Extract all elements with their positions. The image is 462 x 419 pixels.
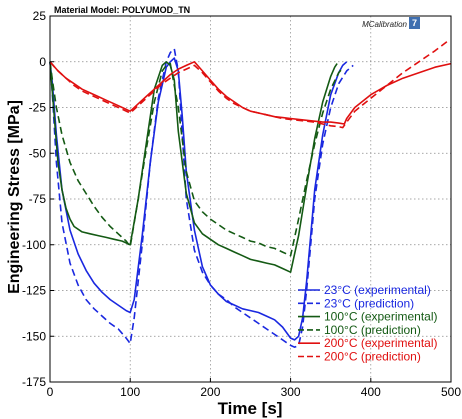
series-line-5 (49, 61, 452, 125)
legend: 23°C (experimental)23°C (prediction)100°… (298, 283, 438, 364)
y-tick-label: -125 (22, 284, 46, 298)
legend-label: 200°C (prediction) (324, 350, 421, 364)
x-tick-label: 200 (200, 385, 220, 399)
brand-mark-glyph: 7 (412, 18, 417, 28)
x-axis-label: Time [s] (218, 399, 283, 418)
y-axis-label: Engineering Stress [MPa] (6, 100, 23, 294)
x-tick-label: 0 (47, 385, 54, 399)
legend-label: 23°C (experimental) (324, 283, 431, 297)
legend-label: 100°C (prediction) (324, 323, 421, 337)
brand-mark-box (409, 17, 420, 29)
ticks: 0 100 200 300 400 500 25 0 -25 -50 -75 -100 -125 -150… (22, 9, 461, 399)
x-tick-label: 400 (361, 385, 381, 399)
chart-title: Material Model: POLYUMOD_TN (54, 5, 190, 15)
y-tick-label: 25 (33, 9, 47, 23)
series-group (49, 40, 452, 348)
series-line-3 (49, 61, 338, 273)
y-tick-label: 0 (39, 55, 46, 69)
legend-label: 23°C (prediction) (324, 296, 414, 310)
series-line-6 (49, 40, 448, 129)
y-tick-label: -175 (22, 375, 46, 389)
series-line-4 (49, 61, 345, 257)
y-tick-label: -50 (29, 146, 47, 160)
brand-name: MCalibration (362, 20, 407, 29)
legend-label: 200°C (experimental) (324, 336, 438, 350)
y-tick-label: -75 (29, 192, 47, 206)
series-line-1 (49, 57, 348, 341)
x-tick-label: 500 (441, 385, 461, 399)
legend-label: 100°C (experimental) (324, 310, 438, 324)
series-line-2 (49, 48, 354, 348)
y-tick-label: -25 (29, 101, 47, 115)
y-tick-label: -150 (22, 329, 46, 343)
x-tick-label: 100 (120, 385, 140, 399)
brand-logo: MCalibration 7 (362, 17, 420, 29)
x-tick-label: 300 (281, 385, 301, 399)
y-tick-label: -100 (22, 238, 46, 252)
